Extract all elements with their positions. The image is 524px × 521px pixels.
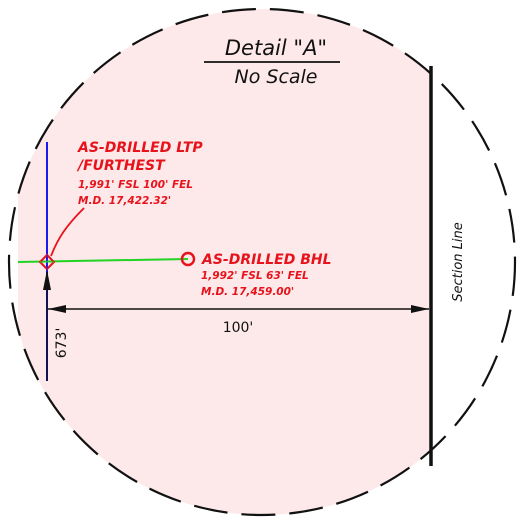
ltp-label-line4: M.D. 17,422.32' xyxy=(78,195,171,207)
ltp-label-line1: AS-DRILLED LTP xyxy=(77,140,203,156)
horizontal-dimension-label: 100' xyxy=(223,320,254,336)
vertical-dimension-label: 673' xyxy=(54,328,70,359)
bhl-label-line1: AS-DRILLED BHL xyxy=(201,252,332,268)
ltp-leader-line xyxy=(50,207,85,257)
dimension-arrow-right xyxy=(411,305,429,313)
bhl-label-line2: 1,992' FSL 63' FEL xyxy=(201,270,309,282)
dimension-arrow-left xyxy=(48,305,66,313)
detail-title: Detail "A" xyxy=(225,36,327,60)
bhl-marker-circle-icon xyxy=(180,251,196,267)
section-line-label: Section Line xyxy=(451,222,466,302)
detail-boundary-circle xyxy=(7,7,517,517)
ltp-marker-diamond-icon xyxy=(38,253,56,271)
dimension-arrow-up xyxy=(43,270,51,290)
detail-background xyxy=(18,9,432,515)
ltp-label-line2: /FURTHEST xyxy=(76,158,166,174)
ltp-label-line3: 1,991' FSL 100' FEL xyxy=(78,179,193,191)
detail-subtitle: No Scale xyxy=(235,66,318,88)
bhl-label-line3: M.D. 17,459.00' xyxy=(201,286,294,298)
